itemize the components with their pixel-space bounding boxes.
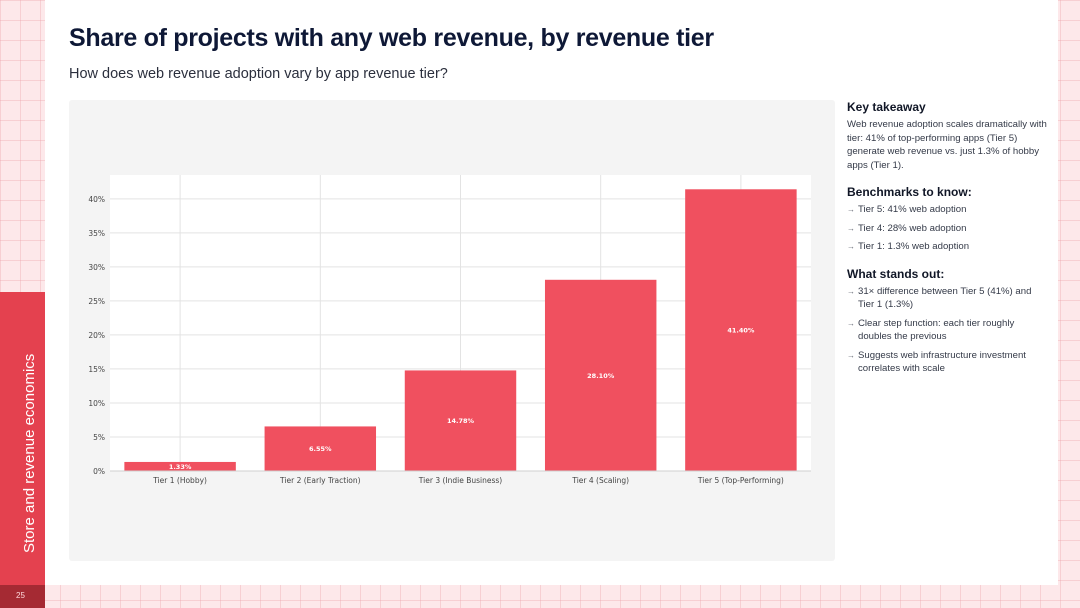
list-item: → Clear step function: each tier roughly …	[847, 317, 1015, 343]
data-labels: 1.33% 6.55% 14.78% 28.10% 41.40%	[169, 327, 755, 471]
bar	[404, 370, 517, 471]
y-tick-label: 10%	[88, 399, 105, 408]
x-axis: Tier 1 (Hobby) Tier 2 (Early Traction) Tie…	[110, 470, 811, 485]
bar	[544, 279, 657, 471]
list-item: → Tier 5: 41% web adoption	[847, 204, 967, 215]
arrow-right-icon: →	[847, 205, 855, 214]
bar	[124, 461, 236, 471]
y-tick-label: 35%	[88, 229, 105, 238]
page-title: Share of projects with any web revenue, …	[69, 24, 714, 52]
list-item: → Suggests web infrastructure investment …	[847, 349, 1026, 375]
y-tick-label: 25%	[88, 297, 105, 306]
benchmarks-heading: Benchmarks to know:	[847, 185, 972, 199]
section-label: Store and revenue economics	[21, 353, 38, 553]
benchmarks-list: → Tier 5: 41% web adoption → Tier 4: 28% w…	[847, 203, 1047, 254]
x-tick-label: Tier 3 (Indie Business)	[418, 476, 502, 485]
data-label: 14.78%	[447, 417, 475, 425]
data-label: 1.33%	[169, 463, 192, 471]
notes-panel: Key takeaway Web revenue adoption scales…	[847, 100, 1047, 381]
key-takeaway-text: Web revenue adoption scales dramatically…	[847, 119, 1047, 171]
bar	[264, 426, 377, 471]
list-item: → Tier 1: 1.3% web adoption	[847, 241, 970, 252]
section-band	[0, 292, 45, 585]
x-tick-label: Tier 2 (Early Traction)	[279, 476, 361, 485]
arrow-right-icon: →	[847, 318, 855, 328]
y-tick-label: 15%	[88, 365, 105, 374]
page-number-box	[0, 585, 45, 608]
chart-panel: 1.33% 6.55% 14.78% 28.10% 41.40% 0% 5% 10% 15% 2…	[69, 100, 835, 561]
list-item: → Tier 4: 28% web adoption	[847, 222, 967, 234]
x-tick-label: Tier 1 (Hobby)	[152, 476, 207, 485]
page-subtitle: How does web revenue adoption vary by ap…	[69, 66, 448, 82]
arrow-right-icon: →	[847, 242, 855, 251]
bar-chart: 1.33% 6.55% 14.78% 28.10% 41.40% 0% 5% 10% 15% 2…	[88, 175, 811, 485]
key-takeaway-heading: Key takeaway	[847, 100, 926, 114]
bars	[124, 189, 797, 471]
x-tick-label: Tier 5 (Top-Performing)	[697, 476, 784, 485]
data-label: 41.40%	[727, 327, 755, 335]
stands-out-heading: What stands out:	[847, 266, 945, 281]
y-tick-label: 30%	[88, 263, 105, 272]
arrow-right-icon: →	[847, 350, 855, 360]
list-item: → 31× difference between Tier 5 (41%) and…	[847, 285, 1032, 311]
data-label: 28.10%	[587, 372, 615, 380]
data-label: 6.55%	[309, 445, 332, 453]
stands-out-list: → 31× difference between Tier 5 (41%) and…	[847, 285, 1047, 376]
page-number: 25	[16, 591, 25, 600]
y-axis: 0% 5% 10% 15% 20% 25% 30% 35% 40%	[88, 195, 105, 476]
arrow-right-icon: →	[847, 286, 855, 296]
bar	[685, 189, 797, 471]
x-tick-label: Tier 4 (Scaling)	[571, 476, 629, 485]
y-tick-label: 40%	[88, 195, 105, 204]
arrow-right-icon: →	[847, 223, 855, 233]
y-tick-label: 5%	[93, 433, 105, 442]
y-tick-label: 0%	[93, 467, 105, 476]
y-tick-label: 20%	[88, 331, 105, 340]
